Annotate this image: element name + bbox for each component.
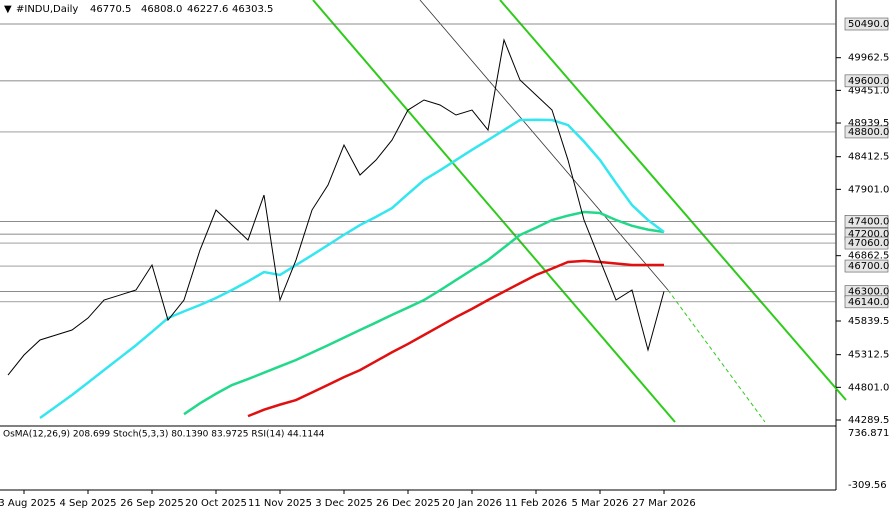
header-arrow: ▼ — [4, 4, 12, 15]
level-label: 46700.0 — [848, 261, 889, 272]
level-label: 47200.0 — [848, 229, 889, 240]
x-tick-label: 5 Mar 2026 — [571, 498, 628, 509]
level-label-box — [844, 125, 889, 139]
y-tick-label: 44801.0 — [848, 382, 889, 393]
indicator-max: 736.871 — [848, 428, 889, 439]
x-tick-label: 11 Feb 2026 — [505, 498, 567, 509]
series-line — [247, 259, 664, 418]
level-label: 46140.0 — [848, 297, 889, 308]
y-tick-label: 48412.5 — [848, 152, 889, 163]
x-tick-label: 27 Mar 2026 — [632, 498, 695, 509]
channel-line — [312, 0, 676, 423]
level-label-box — [844, 295, 889, 309]
y-tick-label: 47901.0 — [848, 184, 889, 195]
header-close: 46303.5 — [232, 4, 273, 15]
channel-line — [499, 0, 847, 401]
x-tick-label: 26 Dec 2025 — [376, 498, 440, 509]
trend-line — [419, 0, 669, 291]
series-line — [7, 38, 665, 376]
level-label: 48800.0 — [848, 127, 889, 138]
x-tick-label: 4 Sep 2025 — [59, 498, 116, 509]
header-high: 46808.0 — [141, 4, 182, 15]
y-tick-label: 44289.5 — [848, 415, 889, 426]
level-label: 47400.0 — [848, 216, 889, 227]
series-line — [39, 118, 665, 420]
y-tick-label: 46862.5 — [848, 251, 889, 262]
y-tick-label: 45839.5 — [848, 316, 889, 327]
y-tick-label: 45312.5 — [848, 350, 889, 361]
trend-lines — [312, 0, 847, 423]
level-label-box — [844, 74, 889, 88]
level-label-box — [844, 236, 889, 250]
header-open: 46770.5 — [90, 4, 131, 15]
x-tick-label: 20 Jan 2026 — [442, 498, 502, 509]
header-symbol: #INDU,Daily — [16, 4, 78, 15]
level-label-box — [844, 17, 889, 31]
indicator-label: OsMA(12,26,9) 208.699 Stoch(5,3,3) 80.13… — [3, 430, 325, 440]
x-tick-label: 11 Nov 2025 — [248, 498, 312, 509]
y-tick-label: 48939.5 — [848, 118, 889, 129]
indicator-min: -309.56 — [848, 480, 887, 491]
level-label: 49600.0 — [848, 76, 889, 87]
trend-line-projection — [667, 289, 766, 423]
header-low: 46227.6 — [187, 4, 228, 15]
level-label: 50490.0 — [848, 19, 889, 30]
level-label: 47060.0 — [848, 238, 889, 249]
y-tick-label: 49451.0 — [848, 85, 889, 96]
level-label-box — [844, 215, 889, 228]
series-line — [183, 210, 665, 416]
level-label: 46300.0 — [848, 287, 889, 298]
x-tick-label: 26 Sep 2025 — [120, 498, 183, 509]
x-tick-label: 20 Oct 2025 — [185, 498, 247, 509]
x-tick-label: 13 Aug 2025 — [0, 498, 56, 509]
y-tick-label: 49962.5 — [848, 53, 889, 64]
level-label-box — [844, 259, 889, 273]
x-tick-label: 3 Dec 2025 — [315, 498, 373, 509]
